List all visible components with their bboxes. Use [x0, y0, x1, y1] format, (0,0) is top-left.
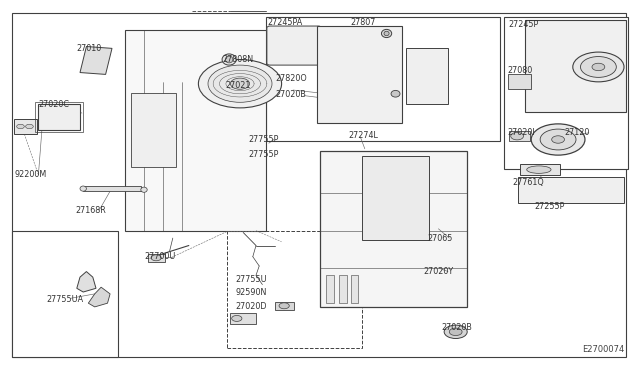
Circle shape [151, 255, 161, 261]
Bar [509, 131, 530, 141]
Bar [351, 275, 358, 303]
Text: 27020B: 27020B [442, 323, 472, 332]
Bar [12, 231, 118, 357]
Text: 27080: 27080 [507, 66, 532, 75]
Text: 27761Q: 27761Q [512, 178, 544, 187]
Bar [326, 275, 334, 303]
Ellipse shape [527, 166, 551, 173]
Circle shape [573, 52, 624, 82]
Bar [148, 254, 165, 262]
FancyBboxPatch shape [267, 26, 321, 65]
Bar [339, 275, 347, 303]
Bar [125, 30, 266, 231]
Text: 27755UA: 27755UA [46, 295, 83, 304]
Ellipse shape [225, 56, 233, 63]
Circle shape [540, 129, 576, 150]
Circle shape [444, 325, 467, 339]
Text: 27807: 27807 [351, 18, 376, 27]
Text: 27755P: 27755P [248, 150, 278, 159]
Text: 27020I: 27020I [507, 128, 534, 137]
Text: 27808N: 27808N [223, 55, 254, 64]
Circle shape [580, 57, 616, 77]
Text: 27020B: 27020B [275, 90, 306, 99]
Ellipse shape [141, 187, 147, 192]
Circle shape [198, 60, 282, 108]
Bar [275, 302, 294, 310]
Circle shape [449, 328, 462, 336]
Ellipse shape [80, 186, 86, 191]
Circle shape [26, 124, 33, 129]
Ellipse shape [391, 90, 400, 97]
Ellipse shape [381, 29, 392, 38]
Bar [317, 26, 402, 123]
Text: 27020C: 27020C [38, 100, 69, 109]
Text: 27274L: 27274L [349, 131, 379, 140]
Polygon shape [80, 46, 112, 74]
Bar [320, 151, 467, 307]
Bar [266, 17, 500, 141]
Ellipse shape [384, 31, 389, 36]
Polygon shape [77, 272, 96, 292]
Text: 27065: 27065 [428, 234, 453, 243]
Text: 27020D: 27020D [236, 302, 267, 311]
Text: 27245PA: 27245PA [268, 18, 303, 27]
Circle shape [232, 315, 242, 321]
Bar [362, 156, 429, 240]
Text: 27755P: 27755P [248, 135, 278, 144]
Bar [35, 102, 83, 132]
Polygon shape [88, 287, 110, 307]
Bar [131, 93, 176, 167]
Bar [406, 48, 448, 104]
Bar [230, 313, 256, 324]
Bar [14, 119, 37, 134]
Text: E2700074: E2700074 [582, 345, 624, 354]
Text: 27168R: 27168R [76, 206, 106, 215]
Text: 92200M: 92200M [14, 170, 46, 179]
Bar [525, 20, 626, 112]
Text: 92590N: 92590N [236, 288, 267, 296]
Polygon shape [83, 186, 144, 191]
Text: 27755U: 27755U [236, 275, 267, 283]
Circle shape [592, 63, 605, 71]
Circle shape [279, 303, 289, 309]
Bar [504, 17, 628, 169]
Bar [520, 164, 560, 175]
Text: 27010: 27010 [77, 44, 102, 53]
Circle shape [552, 136, 564, 143]
Text: 27020Y: 27020Y [424, 267, 454, 276]
Circle shape [511, 132, 524, 140]
Text: 27245P: 27245P [509, 20, 539, 29]
Ellipse shape [222, 54, 236, 65]
Bar [227, 231, 362, 348]
Text: 27820O: 27820O [275, 74, 307, 83]
Circle shape [17, 124, 24, 129]
Bar [518, 177, 624, 203]
Text: 27120: 27120 [564, 128, 590, 137]
Bar [38, 104, 80, 130]
Circle shape [208, 65, 272, 102]
Text: 27700U: 27700U [144, 252, 175, 261]
Text: 27255P: 27255P [534, 202, 564, 211]
Circle shape [230, 78, 250, 89]
Bar [508, 74, 531, 89]
Circle shape [531, 124, 585, 155]
Text: 27021: 27021 [225, 81, 251, 90]
